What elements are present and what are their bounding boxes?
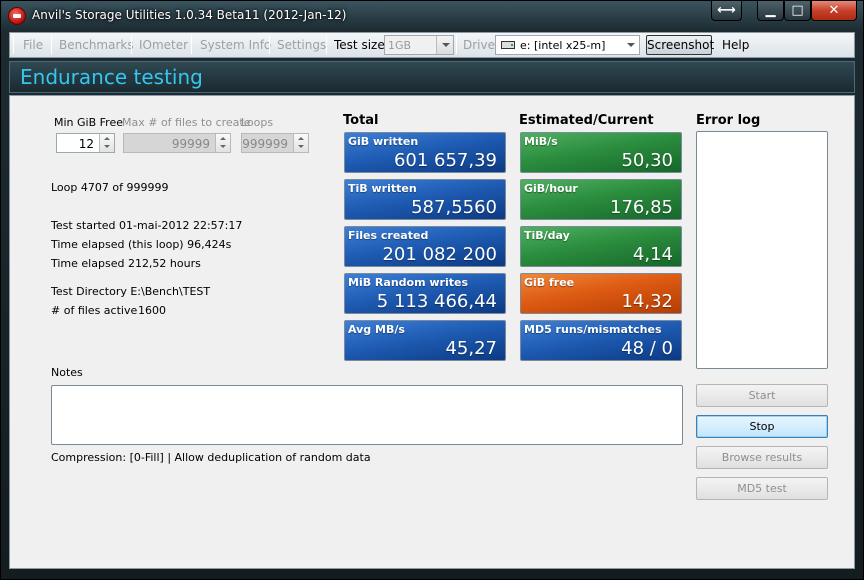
menu-iometer[interactable]: IOmeter bbox=[139, 38, 189, 52]
menu-separator bbox=[326, 36, 327, 54]
tile-label: Files created bbox=[348, 229, 429, 242]
tile-mib-random-writes: MiB Random writes 5 113 466,44 bbox=[344, 273, 506, 314]
tile-label: TiB written bbox=[348, 182, 417, 195]
drive-label: Drive bbox=[463, 38, 495, 52]
endurance-panel: Min GiB Free 12 Max # of files to create… bbox=[9, 95, 855, 569]
menu-separator bbox=[13, 36, 14, 54]
drive-select[interactable]: e: [intel x25-m] bbox=[495, 35, 640, 55]
title-bar[interactable]: Anvil's Storage Utilities 1.0.34 Beta11 … bbox=[1, 1, 863, 31]
time-elapsed-loop: Time elapsed (this loop) 96,424s bbox=[51, 238, 232, 251]
min-gib-free-label: Min GiB Free bbox=[54, 116, 123, 129]
tile-label: GiB written bbox=[348, 135, 419, 148]
menu-help[interactable]: Help bbox=[722, 38, 750, 52]
total-heading: Total bbox=[343, 113, 379, 128]
test-started: Test started 01-mai-2012 22:57:17 bbox=[51, 219, 243, 232]
menu-file[interactable]: File bbox=[23, 38, 44, 52]
files-active-label: # of files active bbox=[51, 304, 138, 317]
menu-separator bbox=[456, 36, 457, 54]
tile-gib-hour: GiB/hour 176,85 bbox=[520, 179, 682, 220]
tile-value: 5 113 466,44 bbox=[376, 291, 497, 312]
tile-mibs: MiB/s 50,30 bbox=[520, 132, 682, 173]
tile-gib-written: GiB written 601 657,39 bbox=[344, 132, 506, 173]
max-files-value: 99999 bbox=[171, 137, 210, 151]
time-elapsed: Time elapsed 212,52 hours bbox=[51, 257, 201, 270]
minimize-button[interactable]: ▁ bbox=[757, 1, 784, 21]
stop-button[interactable]: Stop bbox=[696, 415, 828, 438]
menu-bar: File Benchmarks IOmeter System Info Sett… bbox=[9, 32, 855, 58]
notes-label: Notes bbox=[51, 366, 83, 379]
app-logo-icon bbox=[8, 7, 26, 25]
tile-label: MD5 runs/mismatches bbox=[524, 323, 662, 336]
spinner-arrows-icon[interactable] bbox=[293, 134, 308, 152]
window-title: Anvil's Storage Utilities 1.0.34 Beta11 … bbox=[32, 8, 347, 22]
max-files-label: Max # of files to create bbox=[122, 116, 251, 129]
menu-system-info[interactable]: System Info bbox=[200, 38, 272, 52]
menu-separator bbox=[131, 36, 132, 54]
tile-avg-mbs: Avg MB/s 45,27 bbox=[344, 320, 506, 361]
compression-info: Compression: [0-Fill] | Allow deduplicat… bbox=[51, 451, 371, 464]
tile-label: Avg MB/s bbox=[348, 323, 405, 336]
menu-settings[interactable]: Settings bbox=[277, 38, 327, 52]
menu-separator bbox=[269, 36, 270, 54]
tile-label: TiB/day bbox=[524, 229, 570, 242]
loops-value: 999999 bbox=[242, 137, 288, 151]
min-gib-free-value: 12 bbox=[78, 137, 94, 151]
tile-md5-runs: MD5 runs/mismatches 48 / 0 bbox=[520, 320, 682, 361]
estimated-heading: Estimated/Current bbox=[519, 113, 654, 128]
tile-value: 45,27 bbox=[445, 338, 497, 359]
error-log-box[interactable] bbox=[696, 131, 828, 369]
min-gib-free-spinner[interactable]: 12 bbox=[56, 133, 115, 153]
tile-value: 50,30 bbox=[621, 150, 673, 171]
browse-results-button[interactable]: Browse results bbox=[696, 446, 828, 469]
test-directory: Test Directory E:\Bench\TEST bbox=[51, 285, 211, 298]
test-size-label: Test size bbox=[334, 38, 385, 52]
tile-value: 587,5560 bbox=[411, 197, 497, 218]
tile-label: MiB Random writes bbox=[348, 276, 469, 289]
menu-separator bbox=[51, 36, 52, 54]
tile-value: 4,14 bbox=[632, 244, 673, 265]
tile-value: 201 082 200 bbox=[382, 244, 497, 265]
test-size-select[interactable]: 1GB bbox=[384, 35, 454, 55]
chevron-down-icon[interactable] bbox=[622, 36, 639, 54]
screenshot-button[interactable]: Screenshot bbox=[646, 35, 714, 55]
tile-gib-free: GiB free 14,32 bbox=[520, 273, 682, 314]
spinner-arrows-icon[interactable] bbox=[215, 134, 230, 152]
max-files-spinner[interactable]: 99999 bbox=[123, 133, 231, 153]
tile-label: GiB free bbox=[524, 276, 575, 289]
drive-icon bbox=[501, 41, 515, 49]
tile-tib-day: TiB/day 4,14 bbox=[520, 226, 682, 267]
spinner-arrows-icon[interactable] bbox=[99, 134, 114, 152]
tile-files-created: Files created 201 082 200 bbox=[344, 226, 506, 267]
resize-icon[interactable]: ⟷ bbox=[711, 1, 742, 21]
menu-separator bbox=[191, 36, 192, 54]
tile-value: 48 / 0 bbox=[621, 338, 673, 359]
start-button[interactable]: Start bbox=[696, 384, 828, 407]
chevron-down-icon[interactable] bbox=[436, 36, 453, 54]
tile-value: 176,85 bbox=[610, 197, 673, 218]
notes-field[interactable] bbox=[51, 385, 683, 445]
page-title-bar: Endurance testing bbox=[9, 61, 855, 93]
menu-benchmarks[interactable]: Benchmarks bbox=[59, 38, 134, 52]
drive-value: e: [intel x25-m] bbox=[520, 39, 606, 52]
maximize-button[interactable]: □ bbox=[784, 1, 811, 21]
loops-spinner[interactable]: 999999 bbox=[241, 133, 309, 153]
md5-test-button[interactable]: MD5 test bbox=[696, 477, 828, 500]
tile-tib-written: TiB written 587,5560 bbox=[344, 179, 506, 220]
close-button[interactable]: ✕ bbox=[811, 1, 857, 21]
tile-label: MiB/s bbox=[524, 135, 558, 148]
page-title: Endurance testing bbox=[20, 65, 203, 89]
loop-status: Loop 4707 of 999999 bbox=[51, 181, 169, 194]
error-log-heading: Error log bbox=[696, 113, 761, 128]
files-active-value: 1600 bbox=[138, 304, 166, 317]
test-size-value: 1GB bbox=[388, 39, 412, 52]
loops-label: Loops bbox=[241, 116, 274, 129]
tile-label: GiB/hour bbox=[524, 182, 578, 195]
tile-value: 601 657,39 bbox=[393, 150, 497, 171]
tile-value: 14,32 bbox=[621, 291, 673, 312]
